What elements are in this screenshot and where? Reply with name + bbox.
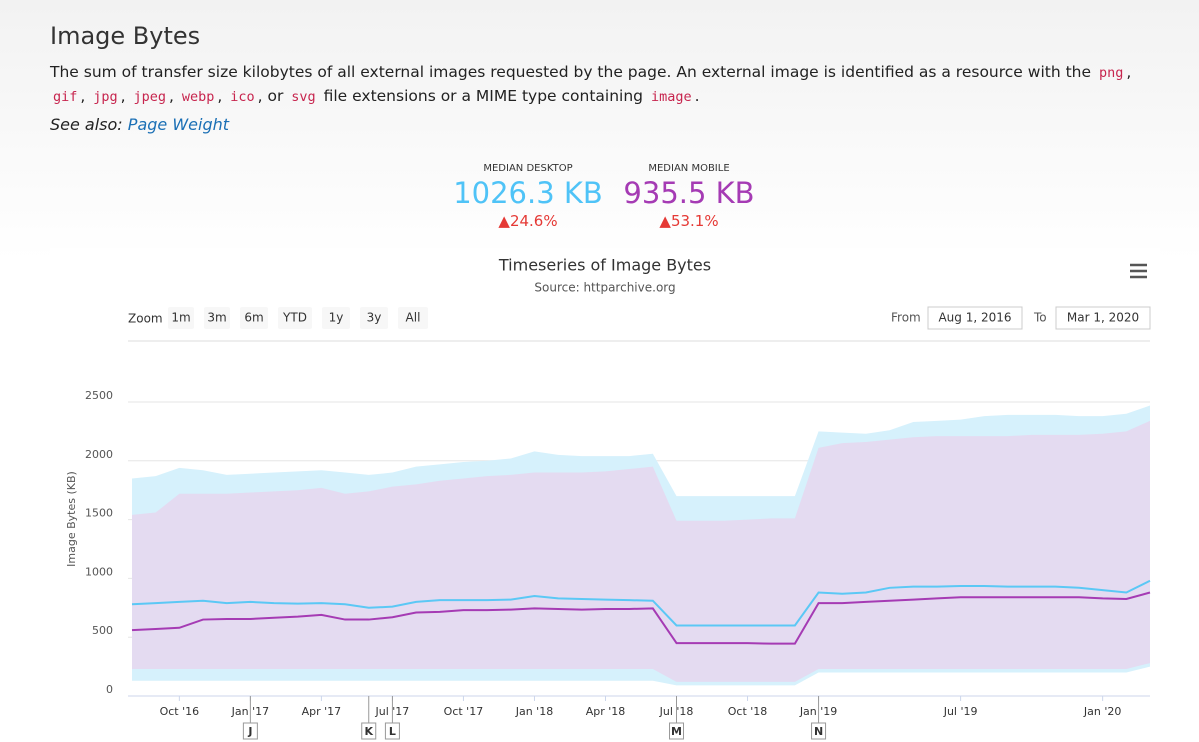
- zoom-button[interactable]: [278, 307, 312, 329]
- zoom-button-label: 3y: [367, 311, 382, 325]
- range-band: [132, 420, 1150, 682]
- description-text: ,: [120, 87, 131, 105]
- zoom-button[interactable]: [360, 307, 388, 329]
- y-tick-label: 1000: [85, 565, 113, 578]
- flag-label: M: [671, 725, 682, 738]
- x-tick-label: Oct '18: [728, 705, 768, 718]
- description-text: ,: [80, 87, 91, 105]
- summary-value: 1026.3 KB: [453, 176, 603, 210]
- x-tick-label: Jan '18: [515, 705, 553, 718]
- description-text: .: [694, 87, 700, 105]
- summary-change: ▲24.6%: [498, 212, 558, 230]
- flag-label: L: [389, 725, 396, 738]
- median-line: [131, 579, 1151, 627]
- x-tick-label: Jul '19: [943, 705, 978, 718]
- y-tick-label: 1500: [85, 507, 113, 520]
- summary-mobile: MEDIAN MOBILE 935.5 KB ▲53.1%: [604, 163, 774, 230]
- code-term: jpeg: [133, 89, 167, 105]
- from-label: From: [891, 311, 921, 325]
- zoom-button[interactable]: [322, 307, 350, 329]
- y-tick-label: 500: [92, 624, 113, 637]
- y-tick-label: 2000: [85, 448, 113, 461]
- to-label: To: [1033, 311, 1047, 325]
- zoom-label: Zoom: [128, 312, 163, 326]
- summary-label: MEDIAN DESKTOP: [483, 163, 573, 174]
- zoom-button[interactable]: [204, 307, 230, 329]
- flag[interactable]: [811, 722, 827, 740]
- code-term: gif: [53, 89, 78, 105]
- see-also-link[interactable]: Page Weight: [127, 115, 230, 134]
- description-text: , or: [257, 87, 289, 105]
- median-line: [131, 591, 1151, 645]
- summary-change: ▲53.1%: [659, 212, 719, 230]
- chart-title: Timeseries of Image Bytes: [498, 256, 711, 275]
- code-term: image: [650, 89, 692, 105]
- flag-label: K: [364, 725, 373, 738]
- description-text: The sum of transfer size kilobytes of al…: [50, 63, 1096, 81]
- flag[interactable]: [669, 722, 685, 740]
- description-text: ,: [169, 87, 179, 105]
- zoom-button-label: YTD: [282, 311, 307, 325]
- see-also-label: See also:: [50, 115, 123, 134]
- page-title: Image Bytes: [50, 22, 201, 50]
- x-tick-label: Apr '18: [586, 705, 626, 718]
- flag-label: N: [814, 725, 823, 738]
- description-text: ,: [1126, 63, 1132, 81]
- x-tick-label: Apr '17: [302, 705, 342, 718]
- x-tick-label: Oct '17: [444, 705, 484, 718]
- zoom-button[interactable]: [240, 307, 268, 329]
- y-tick-label: 0: [106, 683, 113, 696]
- summary-desktop: MEDIAN DESKTOP 1026.3 KB ▲24.6%: [443, 163, 613, 230]
- code-term: png: [1098, 65, 1124, 81]
- description-text: file extensions or a MIME type containin…: [318, 87, 648, 105]
- zoom-button-label: 6m: [244, 311, 263, 325]
- summary-value: 935.5 KB: [623, 176, 755, 210]
- zoom-button-label: All: [406, 311, 421, 325]
- chart-subtitle: Source: httparchive.org: [534, 281, 675, 295]
- flag[interactable]: [242, 722, 258, 740]
- code-term: svg: [291, 89, 316, 105]
- zoom-button[interactable]: [398, 307, 428, 329]
- flag-label: J: [247, 725, 252, 738]
- zoom-button-label: 1m: [171, 311, 190, 325]
- x-tick-label: Jan '20: [1083, 705, 1121, 718]
- flag[interactable]: [384, 722, 400, 740]
- y-axis-label: Image Bytes (KB): [65, 471, 78, 567]
- summary-label: MEDIAN MOBILE: [648, 163, 730, 174]
- description-text: ,: [217, 87, 228, 105]
- zoom-button-label: 3m: [207, 311, 226, 325]
- to-value: Mar 1, 2020: [1067, 311, 1139, 325]
- code-term: webp: [181, 89, 215, 105]
- y-tick-label: 2500: [85, 389, 113, 402]
- flag[interactable]: [361, 722, 377, 740]
- menu-button[interactable]: [1130, 263, 1147, 279]
- zoom-button-label: 1y: [329, 311, 344, 325]
- description: The sum of transfer size kilobytes of al…: [50, 61, 1150, 109]
- see-also: See also: Page Weight: [50, 115, 229, 134]
- from-input[interactable]: [927, 306, 1023, 330]
- x-tick-label: Oct '16: [160, 705, 200, 718]
- from-value: Aug 1, 2016: [938, 311, 1011, 325]
- code-term: ico: [230, 89, 255, 105]
- zoom-button[interactable]: [168, 307, 194, 329]
- code-term: jpg: [93, 89, 118, 105]
- to-input[interactable]: [1055, 306, 1151, 330]
